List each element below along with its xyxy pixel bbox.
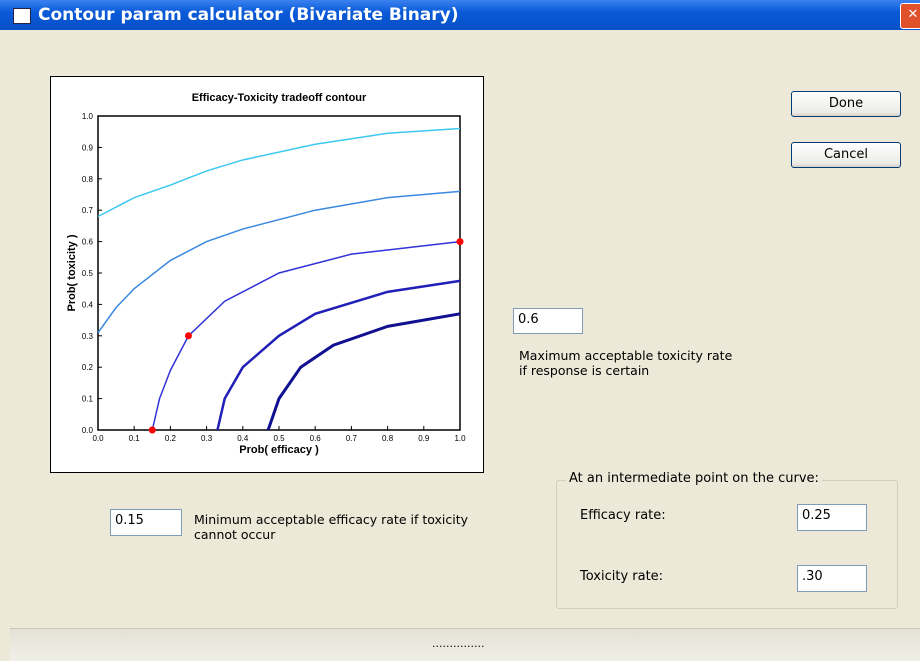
curve-point: [148, 426, 156, 434]
chart-title: Efficacy-Toxicity tradeoff contour: [192, 92, 367, 104]
x-tick-label: 0.2: [165, 434, 177, 443]
y-tick-label: 0.0: [82, 426, 94, 435]
efficacy-label: Efficacy rate:: [580, 508, 666, 523]
x-tick-label: 0.7: [346, 434, 358, 443]
y-tick-label: 0.4: [82, 300, 94, 309]
x-tick-label: 0.5: [273, 434, 285, 443]
group-title: At an intermediate point on the curve:: [566, 471, 822, 486]
status-bar: ...............: [10, 628, 920, 661]
toxicity-input[interactable]: .30: [797, 565, 867, 592]
x-tick-label: 0.9: [418, 434, 430, 443]
x-tick-label: 0.6: [310, 434, 322, 443]
y-axis-label: Prob( toxicity ): [66, 234, 78, 311]
x-tick-label: 0.8: [382, 434, 394, 443]
contour-line: [97, 127, 461, 218]
done-button[interactable]: Done: [791, 91, 901, 117]
x-tick-label: 1.0: [454, 434, 466, 443]
chart: Efficacy-Toxicity tradeoff contour 0.0 0.1…: [66, 92, 466, 456]
x-tick-label: 0.0: [92, 434, 104, 443]
y-tick-label: 0.6: [82, 238, 94, 247]
efficacy-input[interactable]: 0.25: [797, 504, 867, 531]
y-tick-label: 0.5: [82, 269, 94, 278]
status-grip: ...............: [432, 637, 485, 650]
y-tick-label: 0.9: [82, 143, 94, 152]
contour-line: [151, 240, 461, 431]
y-tick-label: 0.8: [82, 175, 94, 184]
title-bar: Contour param calculator (Bivariate Bina…: [0, 0, 920, 30]
contour-line: [97, 190, 461, 334]
min-efficacy-input[interactable]: 0.15: [110, 509, 182, 536]
chart-box: Efficacy-Toxicity tradeoff contour 0.0 0.1…: [50, 76, 484, 473]
close-button[interactable]: ✕: [900, 3, 920, 29]
window-title: Contour param calculator (Bivariate Bina…: [38, 5, 459, 25]
curve-point: [185, 332, 192, 340]
max-toxicity-label: Maximum acceptable toxicity rate if resp…: [519, 348, 733, 378]
contour-line: [216, 279, 461, 431]
y-tick-label: 0.2: [82, 363, 94, 372]
y-tick-label: 1.0: [82, 112, 94, 121]
x-tick-label: 0.4: [237, 434, 249, 443]
y-tick-label: 0.1: [82, 395, 94, 404]
x-axis-label: Prob( efficacy ): [239, 444, 319, 456]
app-icon: [13, 8, 31, 24]
x-tick-label: 0.3: [201, 434, 213, 443]
toxicity-label: Toxicity rate:: [580, 569, 664, 584]
curve-point: [456, 238, 464, 246]
y-tick-label: 0.3: [82, 332, 94, 341]
min-efficacy-label: Minimum acceptable efficacy rate if toxi…: [194, 512, 469, 542]
x-tick-label: 0.1: [129, 434, 141, 443]
y-tick-label: 0.7: [82, 206, 94, 215]
max-toxicity-input[interactable]: 0.6: [513, 308, 583, 334]
cancel-button[interactable]: Cancel: [791, 142, 901, 168]
contour-line: [266, 312, 461, 431]
